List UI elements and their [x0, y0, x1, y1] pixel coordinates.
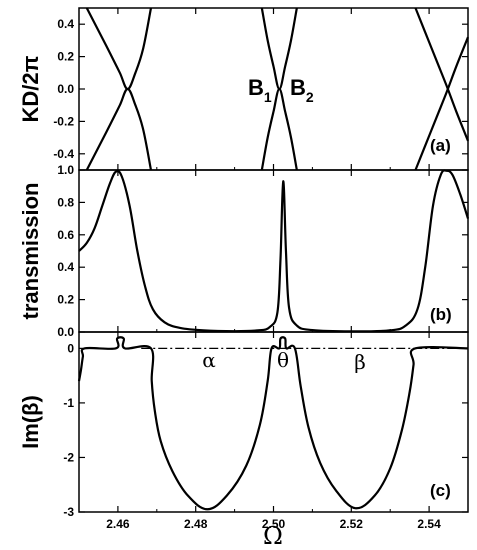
y-tick-label-a: 0.0 [57, 82, 74, 96]
band-b1-letter: B [248, 75, 264, 100]
panel-c-tag: (c) [430, 481, 451, 500]
panel-c-ylabel: Im(β) [18, 395, 43, 449]
x-tick-label: 2.50 [262, 517, 286, 531]
y-tick-label-a: -0.2 [53, 114, 74, 128]
y-tick-label-c: -2 [63, 450, 74, 464]
curve-b-0 [78, 169, 470, 333]
theta-label: θ [277, 348, 289, 372]
panel-c-frame [78, 331, 469, 513]
curve-a-5 [414, 36, 470, 171]
x-tick-label: 2.46 [106, 517, 130, 531]
y-tick-label-b: 0.6 [57, 228, 74, 242]
band-b2-label: B2 [290, 75, 314, 105]
curve-a-4 [414, 7, 470, 142]
y-tick-label-c: -3 [63, 505, 74, 519]
beta-label: β [354, 350, 366, 374]
panel-b-tag: (b) [430, 305, 452, 324]
curve-a-0 [85, 7, 153, 91]
band-b1-subscript: 1 [264, 89, 272, 105]
y-tick-label-c: 0 [67, 341, 74, 355]
y-tick-label-a: 0.2 [57, 50, 74, 64]
y-tick-label-a: -0.4 [53, 147, 74, 161]
alpha-label: α [202, 348, 216, 372]
ticks-layer [79, 8, 468, 513]
panel-a-ylabel: KD/2π [18, 55, 43, 122]
band-b1-label: B1 [248, 75, 272, 105]
y-tick-label-b: 0.8 [57, 195, 74, 209]
y-tick-label-b: 0.0 [57, 325, 74, 339]
band-b2-subscript: 2 [306, 89, 314, 105]
labels-layer: 2.46 2.48 2.50 2.52 2.54 0.4 0.2 0.0 -0.2 -0.4 1.0… [53, 17, 441, 531]
panel-a-frame [78, 7, 469, 171]
y-tick-label-c: -1 [63, 396, 74, 410]
panel-b-ylabel: transmission [18, 183, 43, 320]
x-tick-label: 2.52 [340, 517, 364, 531]
curve-a-3 [260, 87, 298, 171]
panel-a-tag: (a) [430, 136, 451, 155]
curve-a-1 [85, 87, 153, 171]
y-tick-label-a: 0.4 [57, 17, 74, 31]
y-tick-label-b: 0.2 [57, 293, 74, 307]
x-axis-label: Ω [263, 522, 283, 550]
x-tick-label: 2.48 [184, 517, 208, 531]
y-tick-label-b: 0.4 [57, 260, 74, 274]
y-tick-label-b: 1.0 [57, 163, 74, 177]
band-b2-letter: B [290, 75, 306, 100]
curves-layer [77, 7, 470, 511]
x-tick-label: 2.54 [417, 517, 441, 531]
curve-c-0 [77, 336, 469, 511]
